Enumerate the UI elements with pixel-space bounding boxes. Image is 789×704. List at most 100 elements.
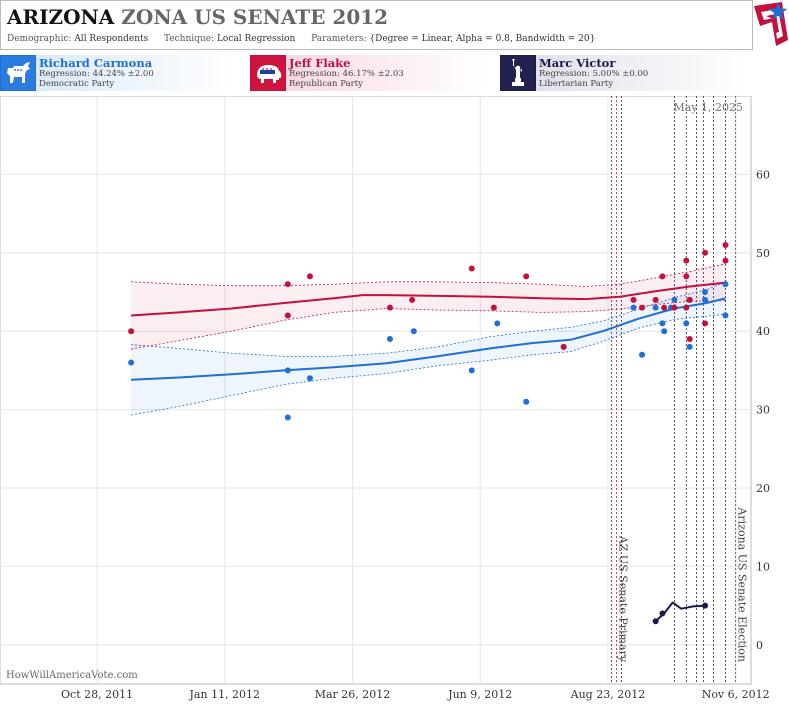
- poll-point: [652, 296, 659, 303]
- candidate-regression: Regression: 5.00% ±0.00: [539, 69, 649, 79]
- poll-point: [490, 304, 497, 311]
- poll-point: [722, 281, 729, 288]
- poll-point: [686, 296, 693, 303]
- poll-trend-chart: Oct 28, 2011 Jan 11, 2012 Mar 26, 2012 Jun …: [0, 96, 770, 701]
- candidate-party: Democratic Party: [39, 79, 115, 89]
- event-label: Arizona US Senate Election: [736, 506, 749, 662]
- candidate-regression: Regression: 44.24% ±2.00: [39, 69, 154, 79]
- trend-line: [131, 281, 726, 317]
- poll-point: [661, 304, 668, 311]
- poll-point: [560, 343, 567, 350]
- chart-header: ARIZONA ZONA US SENATE 2012 Demographic:…: [0, 0, 753, 50]
- poll-point: [652, 618, 659, 625]
- x-tick-label: Jan 11, 2012: [189, 688, 261, 701]
- poll-point: [468, 265, 475, 272]
- candidate-card-flake: Jeff Flake Regression: 46.17% ±2.03 Repu…: [250, 55, 486, 91]
- y-tick-label: 0: [756, 639, 763, 652]
- watermark: HowWillAmericaVote.com: [6, 670, 138, 681]
- poll-point: [661, 328, 668, 335]
- poll-point: [128, 359, 135, 366]
- poll-point: [683, 320, 690, 327]
- band-lower-line: [131, 300, 726, 350]
- technique-label: Technique:: [164, 34, 215, 44]
- poll-point: [284, 281, 291, 288]
- poll-point: [523, 398, 530, 405]
- poll-point: [659, 610, 666, 617]
- grid-lines: [0, 96, 752, 685]
- poll-point: [468, 367, 475, 374]
- candidate-card-victor: Marc Victor Regression: 5.00% ±0.00 Libe…: [500, 55, 746, 91]
- parameters-value: {Degree = Linear, Alpha = 0.8, Bandwidth…: [369, 34, 596, 44]
- poll-point: [409, 296, 416, 303]
- poll-point: [284, 312, 291, 319]
- poll-point: [128, 328, 135, 335]
- y-tick-label: 10: [756, 560, 770, 573]
- donkey-icon: [0, 55, 36, 91]
- poll-point: [671, 304, 678, 311]
- band-upper-line: [131, 281, 726, 357]
- poll-point: [284, 367, 291, 374]
- poll-point: [686, 336, 693, 343]
- confidence-band: [131, 263, 726, 350]
- title-state: ARIZONA: [7, 5, 115, 29]
- poll-point: [652, 304, 659, 311]
- axes: Oct 28, 2011 Jan 11, 2012 Mar 26, 2012 Jun …: [61, 168, 770, 701]
- poll-point: [523, 273, 530, 280]
- parameters-label: Parameters:: [311, 34, 367, 44]
- poll-point: [702, 296, 709, 303]
- poll-point: [639, 304, 646, 311]
- poll-point: [722, 257, 729, 264]
- poll-point: [659, 273, 666, 280]
- y-tick-label: 50: [756, 247, 770, 260]
- event-lines: [610, 96, 737, 684]
- event-label: AZ US Senate Primary: [616, 535, 629, 663]
- date-stamp: May 1, 2025: [673, 101, 743, 114]
- confidence-band: [131, 281, 726, 416]
- title-race: ZONA US SENATE 2012: [121, 5, 389, 29]
- x-tick-label: Aug 23, 2012: [570, 688, 646, 701]
- chart-labels: AZ US Senate Primary Arizona US Senate El…: [6, 101, 749, 681]
- star-flag-logo: [754, 2, 788, 46]
- poll-point: [722, 241, 729, 248]
- poll-point: [686, 343, 693, 350]
- y-tick-label: 40: [756, 325, 770, 338]
- page-title: ARIZONA ZONA US SENATE 2012: [7, 5, 388, 29]
- candidate-card-carmona: Richard Carmona Regression: 44.24% ±2.00…: [0, 55, 235, 91]
- poll-point: [386, 304, 393, 311]
- poll-point: [722, 312, 729, 319]
- poll-points: [128, 241, 729, 625]
- candidate-name: Jeff Flake: [289, 56, 351, 70]
- statue-of-liberty-icon: [500, 55, 536, 91]
- poll-point: [306, 375, 313, 382]
- band-upper-line: [131, 263, 726, 287]
- poll-point: [386, 336, 393, 343]
- candidate-name: Richard Carmona: [39, 56, 153, 70]
- poll-point: [683, 257, 690, 264]
- x-tick-label: Oct 28, 2011: [61, 688, 133, 701]
- poll-point: [630, 296, 637, 303]
- demographic-label: Demographic:: [7, 34, 72, 44]
- candidate-legend: Richard Carmona Regression: 44.24% ±2.00…: [0, 55, 789, 93]
- x-tick-label: Jun 9, 2012: [447, 688, 512, 701]
- candidate-name: Marc Victor: [539, 56, 616, 70]
- poll-point: [639, 351, 646, 358]
- plot-area: [0, 96, 752, 685]
- poll-point: [659, 320, 666, 327]
- poll-point: [630, 304, 637, 311]
- x-tick-label: Nov 6, 2012: [702, 688, 770, 701]
- x-tick-label: Mar 26, 2012: [315, 688, 391, 701]
- poll-point: [494, 320, 501, 327]
- candidate-party: Libertarian Party: [539, 79, 614, 89]
- poll-point: [702, 249, 709, 256]
- poll-point: [702, 320, 709, 327]
- trend-line: [131, 297, 726, 381]
- y-tick-label: 60: [756, 168, 770, 181]
- poll-point: [671, 296, 678, 303]
- poll-point: [702, 602, 709, 609]
- elephant-icon: [250, 55, 286, 91]
- poll-point: [410, 328, 417, 335]
- demographic-value: All Respondents: [74, 34, 149, 44]
- poll-point: [284, 414, 291, 421]
- candidate-regression: Regression: 46.17% ±2.03: [289, 69, 404, 79]
- y-tick-label: 20: [756, 482, 770, 495]
